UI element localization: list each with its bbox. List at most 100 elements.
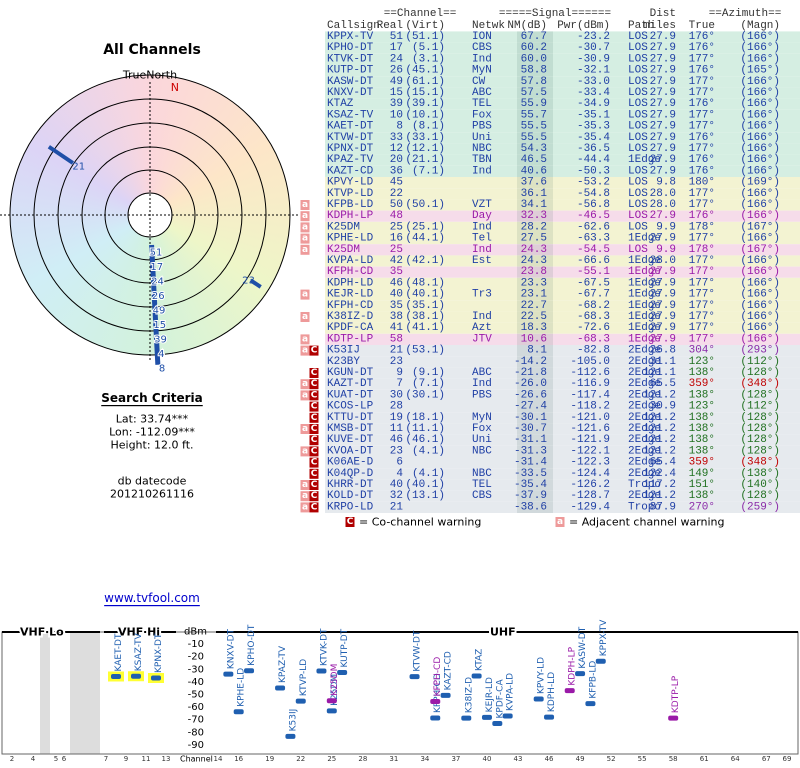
cell: -36.5 (577, 143, 610, 155)
station-label: KAET-DT (114, 633, 124, 671)
nm-column-shade (517, 132, 553, 144)
row-background (325, 154, 800, 166)
warning-icon (300, 491, 310, 502)
warning-icon (309, 468, 319, 479)
nm-column-shade (517, 389, 553, 401)
cell: (45.1) (405, 65, 445, 77)
nm-column-shade (517, 31, 553, 43)
warning-icon (309, 446, 319, 457)
cell: 121.2 (643, 412, 676, 424)
cell: KPVY-LD (327, 177, 374, 189)
cell: 177° (689, 121, 715, 133)
cell: (259°) (740, 501, 780, 513)
nm-column-shade (517, 98, 553, 110)
cell: KOLD-DT (327, 490, 374, 502)
cell: KPHE-LD (327, 233, 374, 245)
cell: (293°) (740, 345, 780, 357)
cell: (5.1) (412, 42, 445, 54)
cell: (128°) (740, 490, 780, 502)
cell: 9.9 (656, 244, 676, 256)
row-background (325, 345, 800, 357)
station-label: 51 (150, 247, 163, 258)
search-title: Search Criteria (101, 391, 202, 405)
nm-column-shade (517, 255, 553, 267)
nm-column-shade (517, 65, 553, 77)
row-background (325, 389, 800, 401)
cell: PBS (472, 389, 492, 401)
cell: KDPH-LP (327, 210, 374, 222)
datecode-label: db datecode (118, 475, 187, 488)
cell: LOS (628, 221, 648, 233)
cell: (169°) (740, 177, 780, 189)
warning-icon (300, 211, 310, 222)
row-background (325, 445, 800, 457)
site-link[interactable]: www.tvfool.com (104, 591, 200, 605)
cell: (10.1) (405, 109, 445, 121)
cell: 7 (396, 378, 403, 390)
warning-icon-label: C (311, 458, 318, 468)
warning-icon-label: C (311, 402, 318, 412)
cell: 46.5 (521, 154, 547, 166)
x-tick-label: 67 (762, 755, 771, 763)
cell: (18.1) (405, 412, 445, 424)
cell: -62.6 (577, 221, 610, 233)
signal-bar (430, 715, 441, 721)
cell: VZT (472, 199, 492, 211)
cell: 55.7 (521, 109, 547, 121)
cell: (53.1) (405, 345, 445, 357)
station-label: KAZT-CD (444, 651, 454, 690)
x-tick-label: 16 (234, 755, 243, 763)
nm-column-shade (517, 479, 553, 491)
x-tick-label: 46 (545, 755, 554, 763)
cell: (166°) (740, 188, 780, 200)
cell: (166°) (740, 121, 780, 133)
warning-icon-label: a (302, 379, 308, 389)
cell: (46.1) (405, 434, 445, 446)
row-background (325, 356, 800, 368)
row-background (325, 501, 800, 513)
x-tick-label: 37 (451, 755, 460, 763)
nm-column-shade (517, 277, 553, 289)
cell: 27.9 (650, 87, 676, 99)
cell: -68.3 (577, 333, 610, 345)
cell: (166°) (740, 266, 780, 278)
station-bar (149, 244, 161, 365)
cell: (15.1) (405, 87, 445, 99)
nm-column-shade (517, 165, 553, 177)
cell: -53.2 (577, 177, 610, 189)
row-background (325, 311, 800, 323)
cell: 45 (390, 177, 403, 189)
cell: KRPO-LD (327, 501, 374, 513)
row-background (325, 457, 800, 469)
cell: 23 (390, 356, 403, 368)
cell: 26.8 (650, 345, 676, 357)
cell: 2Edge (628, 423, 661, 435)
cell: 2Edge (628, 401, 661, 413)
y-axis-label: dBm (184, 627, 207, 638)
cell: (30.1) (405, 389, 445, 401)
cell: 55.9 (521, 98, 547, 110)
cell: LOS (628, 98, 648, 110)
cell: 36.1 (521, 188, 548, 200)
height: Height: 12.0 ft. (110, 439, 193, 452)
nm-column-shade (517, 188, 553, 200)
cell: (40.1) (405, 479, 445, 491)
cell: 178° (689, 244, 715, 256)
cell: 30.9 (650, 401, 676, 413)
cell: 33 (390, 132, 403, 144)
cell: TBN (472, 154, 492, 166)
cell: 11 (390, 423, 404, 435)
cell: -63.3 (577, 233, 610, 245)
x-tick-label: 9 (124, 755, 128, 763)
x-tick-label: 25 (327, 755, 336, 763)
signal-bar (337, 669, 348, 675)
cell: Uni (472, 132, 492, 144)
cell: KUAT-DT (327, 389, 374, 401)
cell: Tr3 (472, 289, 492, 301)
cell: -117.4 (570, 389, 610, 401)
station-label: 21 (72, 161, 85, 172)
nm-column-shade (517, 490, 553, 502)
cell: (50.1) (405, 199, 445, 211)
warning-icon (309, 424, 319, 434)
